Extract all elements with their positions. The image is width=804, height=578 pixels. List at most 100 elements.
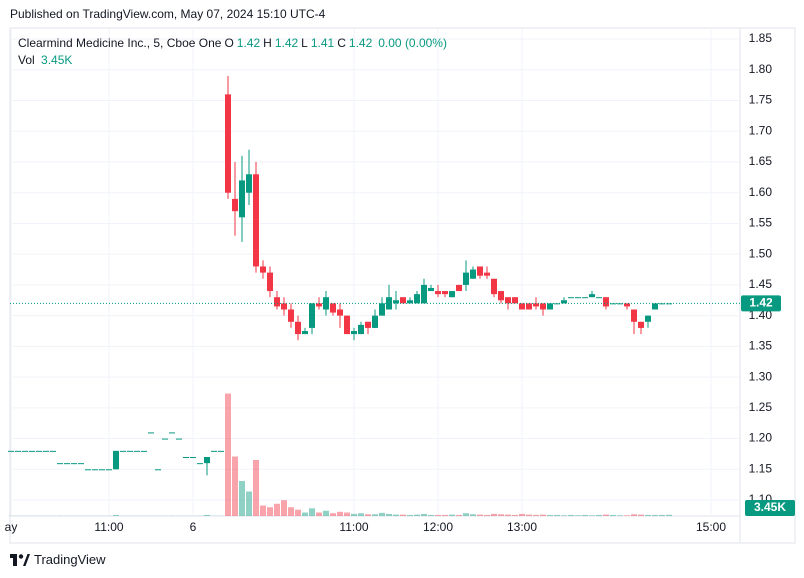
volume-bar (204, 514, 210, 516)
candle-body (456, 284, 462, 292)
ohlc-label: H (263, 36, 272, 50)
candle-body (232, 198, 238, 212)
y-tick-label: 1.45 (749, 277, 773, 291)
ohlc-label: O (224, 36, 234, 50)
volume-bar (603, 514, 609, 516)
candle-body (498, 291, 504, 301)
volume-bar (505, 514, 511, 516)
y-tick-label: 1.25 (749, 400, 773, 414)
volume-bar (435, 514, 441, 516)
y-tick-label: 1.35 (749, 339, 773, 353)
candle-body (393, 300, 399, 304)
candle-body (666, 303, 672, 305)
candle-body (148, 432, 154, 434)
volume-bar (540, 514, 546, 516)
volume-bar (575, 515, 581, 516)
candle-body (428, 287, 434, 292)
volume-bar (582, 514, 588, 516)
ohlc-label: L (301, 36, 308, 50)
candle-body (589, 294, 595, 298)
candle-body (351, 331, 357, 335)
volume-bar (246, 491, 252, 516)
volume-bar (463, 513, 469, 516)
ohlc-value: 1.42 (348, 36, 373, 50)
y-tick-label: 1.55 (749, 216, 773, 230)
ohlc-value: 1.42 (236, 36, 261, 50)
candle-body (344, 315, 350, 335)
candle-body (652, 303, 658, 310)
volume-bar (386, 513, 392, 516)
candle-body (162, 438, 168, 440)
candle-body (309, 303, 315, 328)
candle-body (127, 450, 133, 452)
candle-body (211, 450, 217, 452)
volume-bar (393, 514, 399, 516)
candle-body (183, 456, 189, 458)
volume-bar (113, 514, 119, 516)
volume-bar (554, 514, 560, 516)
candle-body (365, 321, 371, 328)
candle-body (477, 266, 483, 276)
candle-body (204, 456, 210, 464)
symbol-title: Clearmind Medicine Inc., 5, Cboe One (18, 36, 222, 50)
candle-body (435, 291, 441, 295)
volume-bar (561, 515, 567, 516)
candle-body (197, 463, 203, 465)
candle-body (330, 303, 336, 313)
volume-bar (372, 514, 378, 516)
volume-bar (316, 512, 322, 516)
volume-bar (596, 514, 602, 516)
x-tick-label: 6 (190, 520, 197, 534)
candle-body (358, 324, 364, 335)
candle-body (575, 297, 581, 299)
volume-bar (239, 481, 245, 516)
candle-body (8, 450, 14, 452)
candle-body (106, 469, 112, 471)
x-tick-label: 11:00 (339, 520, 368, 534)
volume-bar (533, 514, 539, 516)
candle-body (225, 94, 231, 193)
candle-body (512, 297, 518, 304)
candle-body (407, 300, 413, 304)
volume-bar (491, 513, 497, 516)
candle-body (85, 469, 91, 471)
volume-bar (610, 514, 616, 516)
volume-bar (274, 503, 280, 516)
x-tick-label: ay (5, 520, 18, 534)
y-tick-label: 1.70 (749, 123, 773, 137)
ohlc-value: 1.42 (274, 36, 299, 50)
volume-badge-label: 3.45K (754, 500, 786, 514)
candle-body (302, 331, 308, 335)
volume-bar (288, 507, 294, 516)
candle-body (260, 266, 266, 273)
volume-bar (400, 514, 406, 516)
volume-bar (442, 514, 448, 516)
volume-bar (281, 500, 287, 516)
ohlc-label: C (337, 36, 346, 50)
candle-body (421, 284, 427, 304)
volume-bar (470, 514, 476, 516)
candle-body (155, 469, 161, 471)
candle-body (568, 297, 574, 299)
candle-body (505, 297, 511, 304)
volume-bar (652, 514, 658, 516)
candle-body (267, 272, 273, 292)
candle-body (78, 463, 84, 465)
volume-bar (498, 514, 504, 516)
candle-body (99, 469, 105, 471)
volume-bar (484, 514, 490, 516)
volume-bar (358, 513, 364, 516)
volume-bar (232, 456, 238, 516)
candle-body (239, 180, 245, 218)
candle-body (547, 303, 553, 310)
volume-bar (407, 514, 413, 516)
candle-body (295, 321, 301, 335)
volume-bar (589, 515, 595, 516)
volume-bar (225, 393, 231, 516)
y-tick-label: 1.15 (749, 461, 773, 475)
candle-body (337, 309, 343, 316)
volume-bar (512, 514, 518, 516)
y-tick-label: 1.65 (749, 154, 773, 168)
